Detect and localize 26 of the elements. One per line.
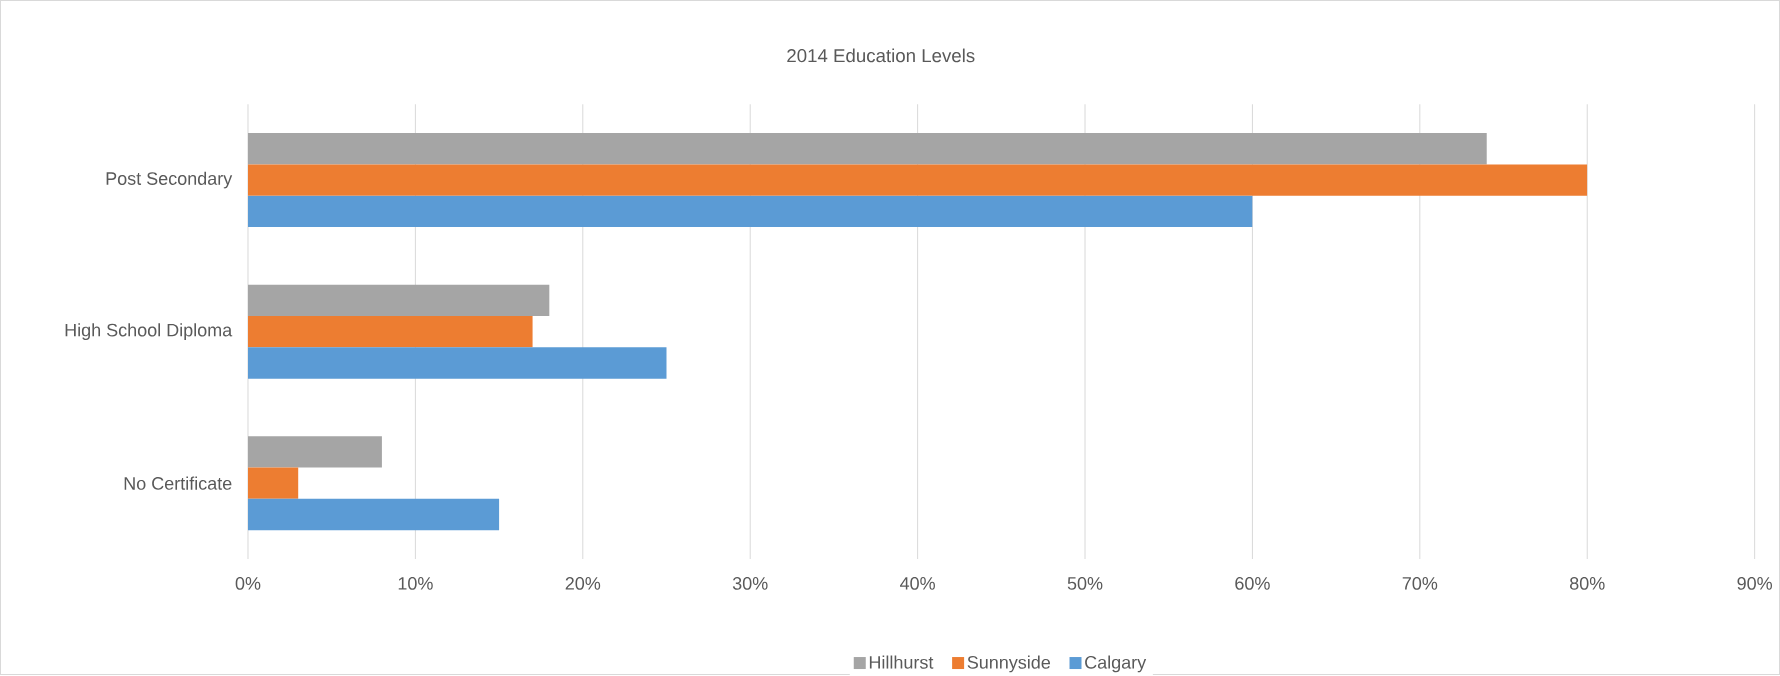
bar bbox=[247, 195, 1253, 228]
y-tick-label: Post Secondary bbox=[106, 171, 233, 189]
x-tick-label: 70% bbox=[1402, 577, 1438, 590]
bar bbox=[247, 436, 382, 468]
bar bbox=[247, 467, 299, 499]
legend-label: Hillhurst bbox=[869, 655, 934, 669]
x-tick-label: 30% bbox=[732, 577, 768, 590]
x-tick-label: 50% bbox=[1067, 577, 1103, 590]
x-tick-label: 60% bbox=[1235, 577, 1270, 590]
bar bbox=[247, 498, 500, 531]
bar bbox=[247, 164, 1588, 196]
x-tick-label: 80% bbox=[1569, 577, 1605, 590]
x-tick-label: 10% bbox=[398, 577, 433, 590]
bar bbox=[247, 284, 550, 317]
y-tick-label: High School Diploma bbox=[65, 323, 233, 341]
legend-label: Sunnyside bbox=[967, 655, 1051, 673]
chart-title: 2014 Education Levels bbox=[787, 48, 975, 63]
y-tick-label: No Certificate bbox=[124, 476, 232, 490]
x-tick-label: 0% bbox=[235, 577, 261, 590]
x-tick-label: 20% bbox=[565, 577, 601, 590]
bar bbox=[247, 347, 667, 379]
legend-label: Calgary bbox=[1085, 655, 1147, 673]
x-tick-label: 40% bbox=[900, 577, 935, 590]
x-tick-label: 90% bbox=[1737, 577, 1773, 590]
bar bbox=[247, 316, 533, 348]
bar bbox=[247, 133, 1487, 165]
